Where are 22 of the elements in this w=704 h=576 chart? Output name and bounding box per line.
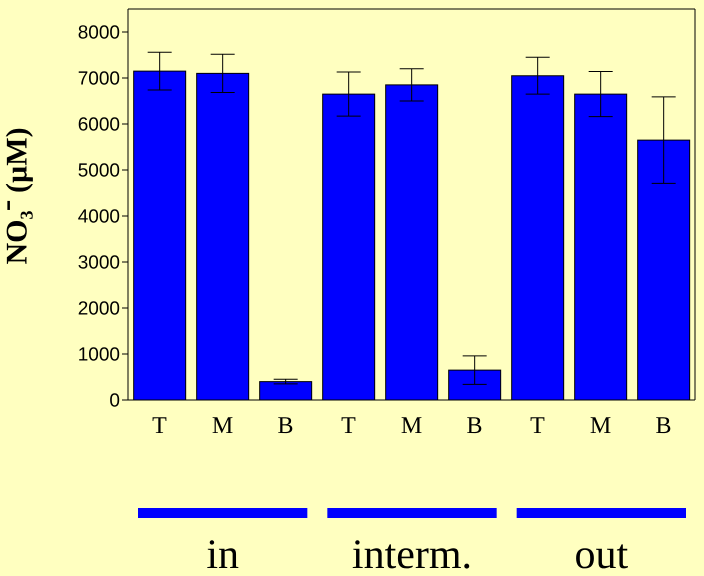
y-tick-label: 0: [109, 390, 120, 412]
y-tick-label: 3000: [78, 252, 120, 274]
y-tick-label: 1000: [78, 344, 120, 366]
x-tick-label: B: [466, 413, 483, 440]
x-tick-label: M: [212, 413, 234, 440]
y-tick-label: 4000: [78, 206, 120, 228]
text: out: [574, 532, 628, 576]
x-tick-label: M: [400, 413, 422, 440]
x-tick-label: M: [590, 413, 612, 440]
text: interm.: [352, 532, 472, 576]
y-tick-label: 5000: [78, 160, 120, 182]
y-tick-label: 7000: [78, 68, 120, 90]
y-axis-title: NO₃⁻ (µM): [0, 127, 34, 264]
x-tick-label: B: [277, 413, 294, 440]
y-tick-label: 8000: [78, 22, 120, 44]
y-tick-label: 2000: [78, 298, 120, 320]
x-tick-label: T: [530, 413, 546, 440]
x-tick-label: B: [655, 413, 672, 440]
y-tick-label: 6000: [78, 114, 120, 136]
text: in: [206, 532, 240, 576]
x-tick-label: T: [341, 413, 356, 440]
x-tick-label: T: [152, 413, 168, 440]
